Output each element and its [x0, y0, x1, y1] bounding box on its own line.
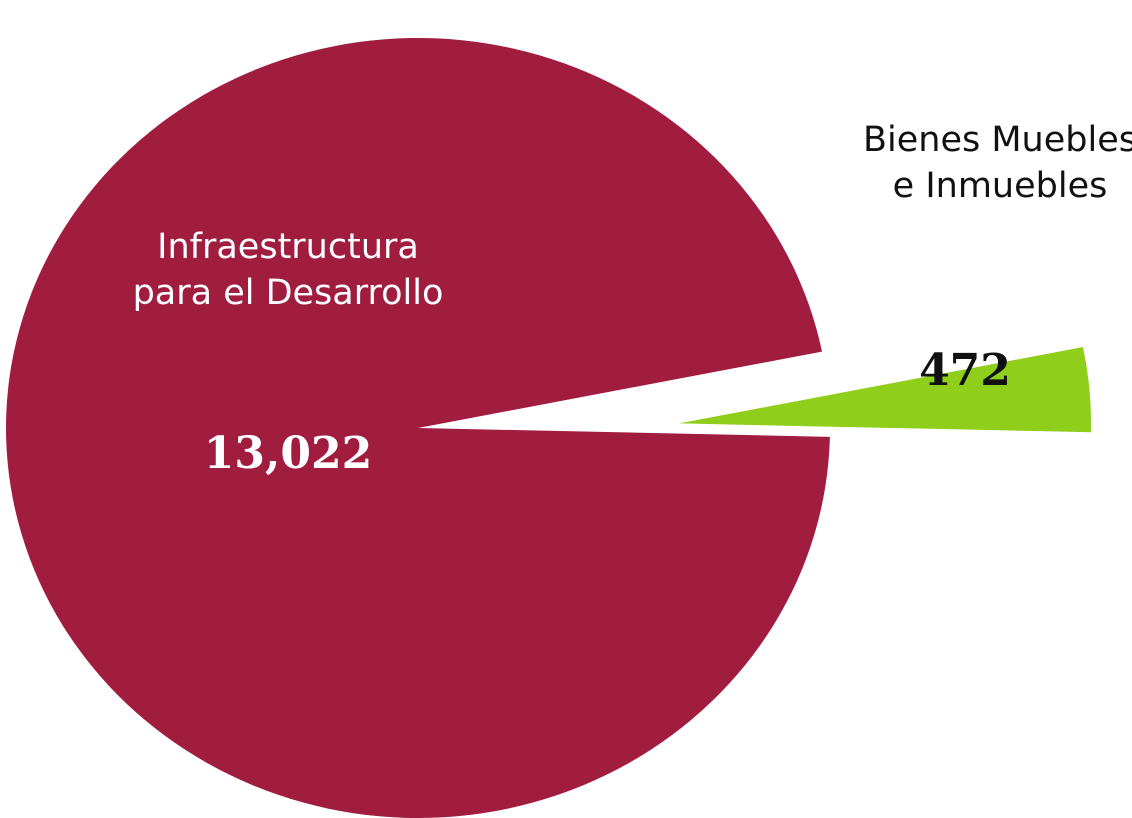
pie-slice — [6, 38, 830, 818]
pie-slice — [679, 347, 1092, 433]
slice-label: Infraestructura para el Desarrollo — [132, 227, 444, 313]
slice-label: Bienes Muebles e Inmuebles — [863, 120, 1132, 206]
value-label: 13,022 — [203, 428, 373, 479]
value-label: 472 — [919, 345, 1011, 396]
